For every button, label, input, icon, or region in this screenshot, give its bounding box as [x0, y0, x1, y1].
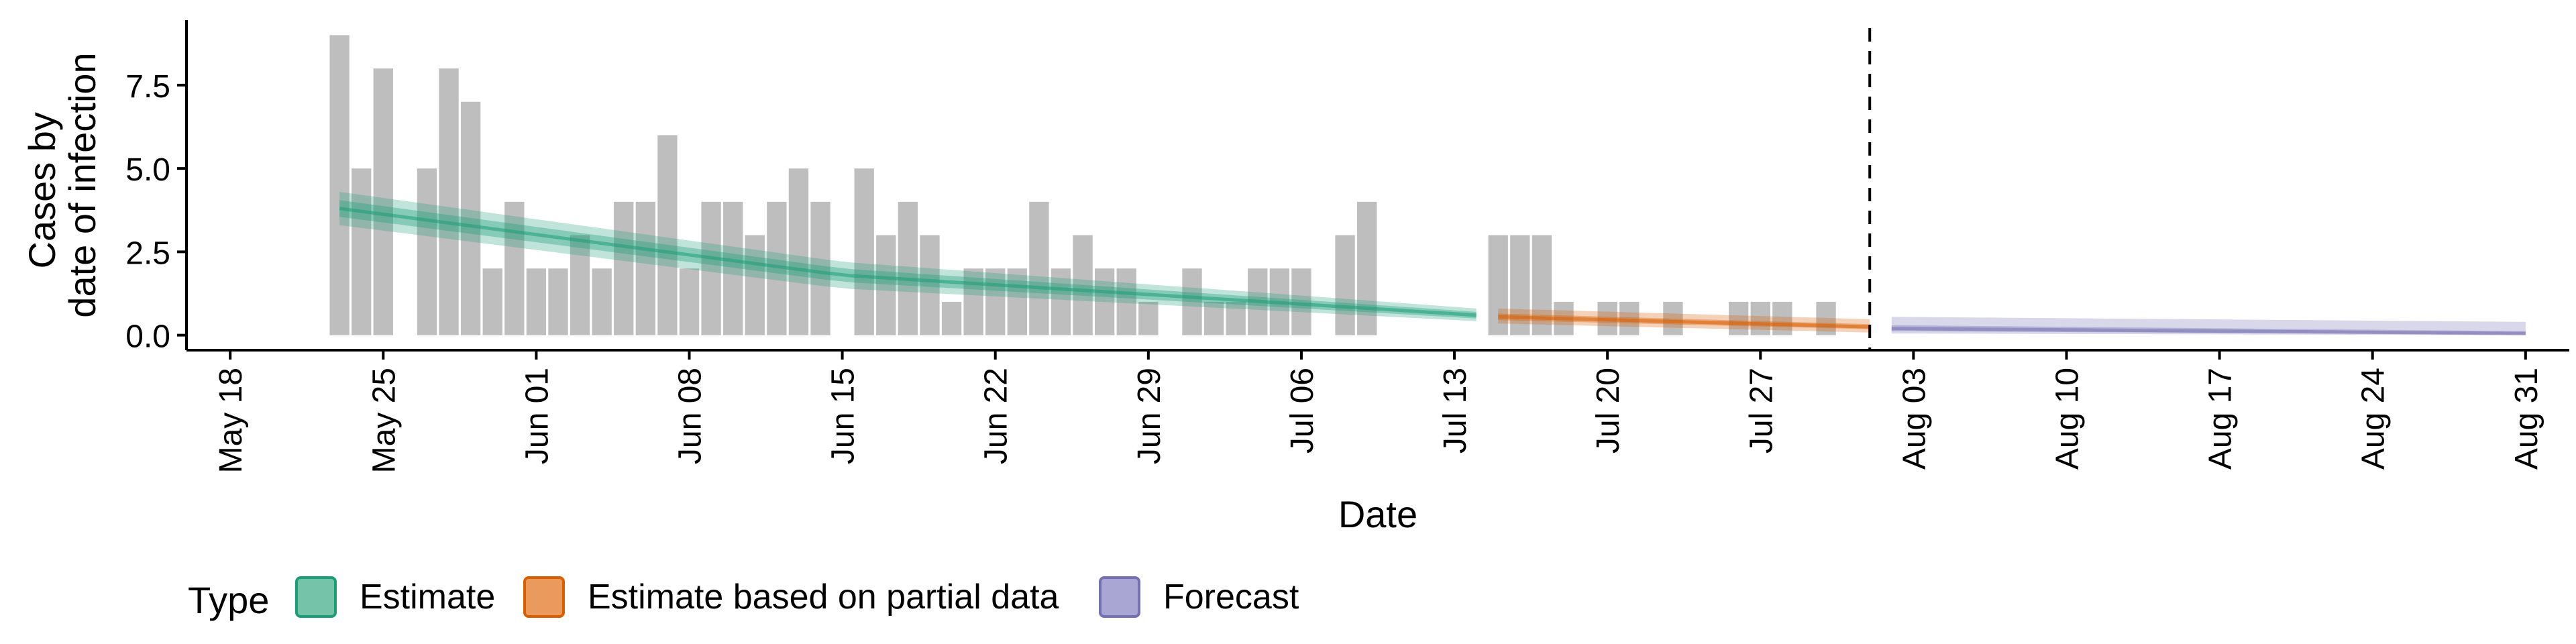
case-bar — [1291, 268, 1311, 335]
case-bar — [1051, 268, 1071, 335]
case-bar — [1226, 301, 1246, 335]
case-bar — [745, 235, 765, 335]
case-bar — [1116, 268, 1136, 335]
case-bar — [548, 268, 568, 335]
x-tick-label: Aug 03 — [1896, 368, 1932, 470]
legend-label-estimate: Estimate — [360, 578, 496, 616]
legend-key-estimate — [295, 576, 337, 618]
case-bar — [482, 268, 502, 335]
x-axis-title: Date — [1338, 493, 1417, 535]
legend-title: Type — [188, 579, 270, 621]
case-bar — [985, 268, 1006, 335]
x-tick-label: Aug 31 — [2509, 368, 2544, 470]
legend: Type Estimate Estimate based on partial … — [0, 564, 2576, 631]
y-axis-ticks: 0.0 2.5 5.0 7.5 — [125, 69, 186, 355]
case-bar — [614, 201, 634, 335]
case-bar — [373, 68, 393, 335]
y-tick-label: 0.0 — [125, 319, 170, 355]
case-bar — [788, 168, 809, 335]
case-bar — [504, 201, 525, 335]
case-bar — [526, 268, 547, 335]
x-tick-label: May 25 — [366, 368, 402, 473]
case-bar — [1619, 301, 1640, 335]
case-bar — [1094, 268, 1115, 335]
y-axis-title-line-1: Cases by — [21, 112, 63, 268]
legend-label-forecast: Forecast — [1163, 578, 1299, 616]
x-tick-label: Aug 17 — [2203, 368, 2239, 470]
legend-item-estimate: Estimate — [295, 570, 495, 624]
x-axis-ticks: May 18 May 25 Jun 01 Jun 08 Jun 15 Jun 22 Jun … — [213, 350, 2544, 473]
x-tick-label: Jul 27 — [1743, 368, 1779, 453]
case-bar — [810, 201, 830, 335]
ribbon-outer — [339, 191, 1477, 321]
case-bar — [1663, 301, 1683, 335]
case-bar — [460, 101, 481, 335]
legend-item-forecast: Forecast — [1099, 570, 1299, 624]
y-tick-label: 2.5 — [125, 235, 170, 271]
y-tick-label: 5.0 — [125, 152, 170, 188]
median-line — [1891, 327, 2526, 335]
case-bar — [1203, 301, 1224, 335]
legend-key-forecast — [1099, 576, 1140, 618]
case-bar — [876, 235, 896, 335]
median-line — [339, 207, 1477, 317]
case-bar — [592, 268, 612, 335]
x-tick-label: Jul 06 — [1285, 368, 1320, 453]
case-bar — [1750, 301, 1770, 335]
case-bar — [1138, 301, 1159, 335]
legend-key-partial — [523, 576, 565, 618]
case-bar — [635, 201, 655, 335]
case-bar — [417, 168, 437, 335]
x-tick-label: Jun 29 — [1132, 368, 1167, 464]
case-bar — [329, 35, 350, 335]
case-bar — [941, 301, 962, 335]
case-bar — [352, 168, 372, 335]
cases-by-infection-chart: 0.0 2.5 5.0 7.5 May 18 May 25 Jun 01 Jun 08 Jun… — [21, 20, 2569, 535]
case-bar — [898, 201, 918, 335]
y-axis-title: Cases by date of infection — [21, 52, 103, 317]
case-bar — [1772, 301, 1792, 335]
case-bar — [570, 235, 590, 335]
case-bar — [963, 268, 983, 335]
case-bar — [1073, 235, 1093, 335]
x-tick-label: Jun 08 — [673, 368, 708, 464]
case-bar — [854, 168, 874, 335]
case-bar — [439, 68, 459, 335]
ribbons-layer — [339, 191, 2526, 335]
x-tick-label: May 18 — [213, 368, 249, 473]
x-tick-label: Jun 22 — [979, 368, 1014, 464]
case-bar — [1729, 301, 1749, 335]
case-bar — [657, 135, 678, 335]
legend-label-partial: Estimate based on partial data — [588, 578, 1059, 616]
case-bar — [1816, 301, 1836, 335]
x-tick-label: Jun 01 — [519, 368, 555, 464]
case-bar — [1029, 201, 1049, 335]
x-tick-label: Aug 10 — [2049, 368, 2085, 470]
case-bar — [1007, 268, 1027, 335]
x-tick-label: Jul 20 — [1591, 368, 1626, 453]
case-bar — [701, 201, 721, 335]
case-bar — [1357, 201, 1377, 335]
legend-item-partial: Estimate based on partial data — [523, 570, 1059, 624]
y-tick-label: 7.5 — [125, 69, 170, 105]
median-line — [1498, 315, 1870, 329]
case-bar — [679, 268, 700, 335]
x-tick-label: Jun 15 — [826, 368, 861, 464]
case-bar — [1182, 268, 1202, 335]
case-bar — [723, 201, 743, 335]
case-bar — [920, 235, 940, 335]
x-tick-label: Jul 13 — [1438, 368, 1473, 453]
y-axis-title-line-2: date of infection — [61, 52, 103, 317]
x-tick-label: Aug 24 — [2356, 368, 2392, 470]
case-bar — [1335, 235, 1355, 335]
